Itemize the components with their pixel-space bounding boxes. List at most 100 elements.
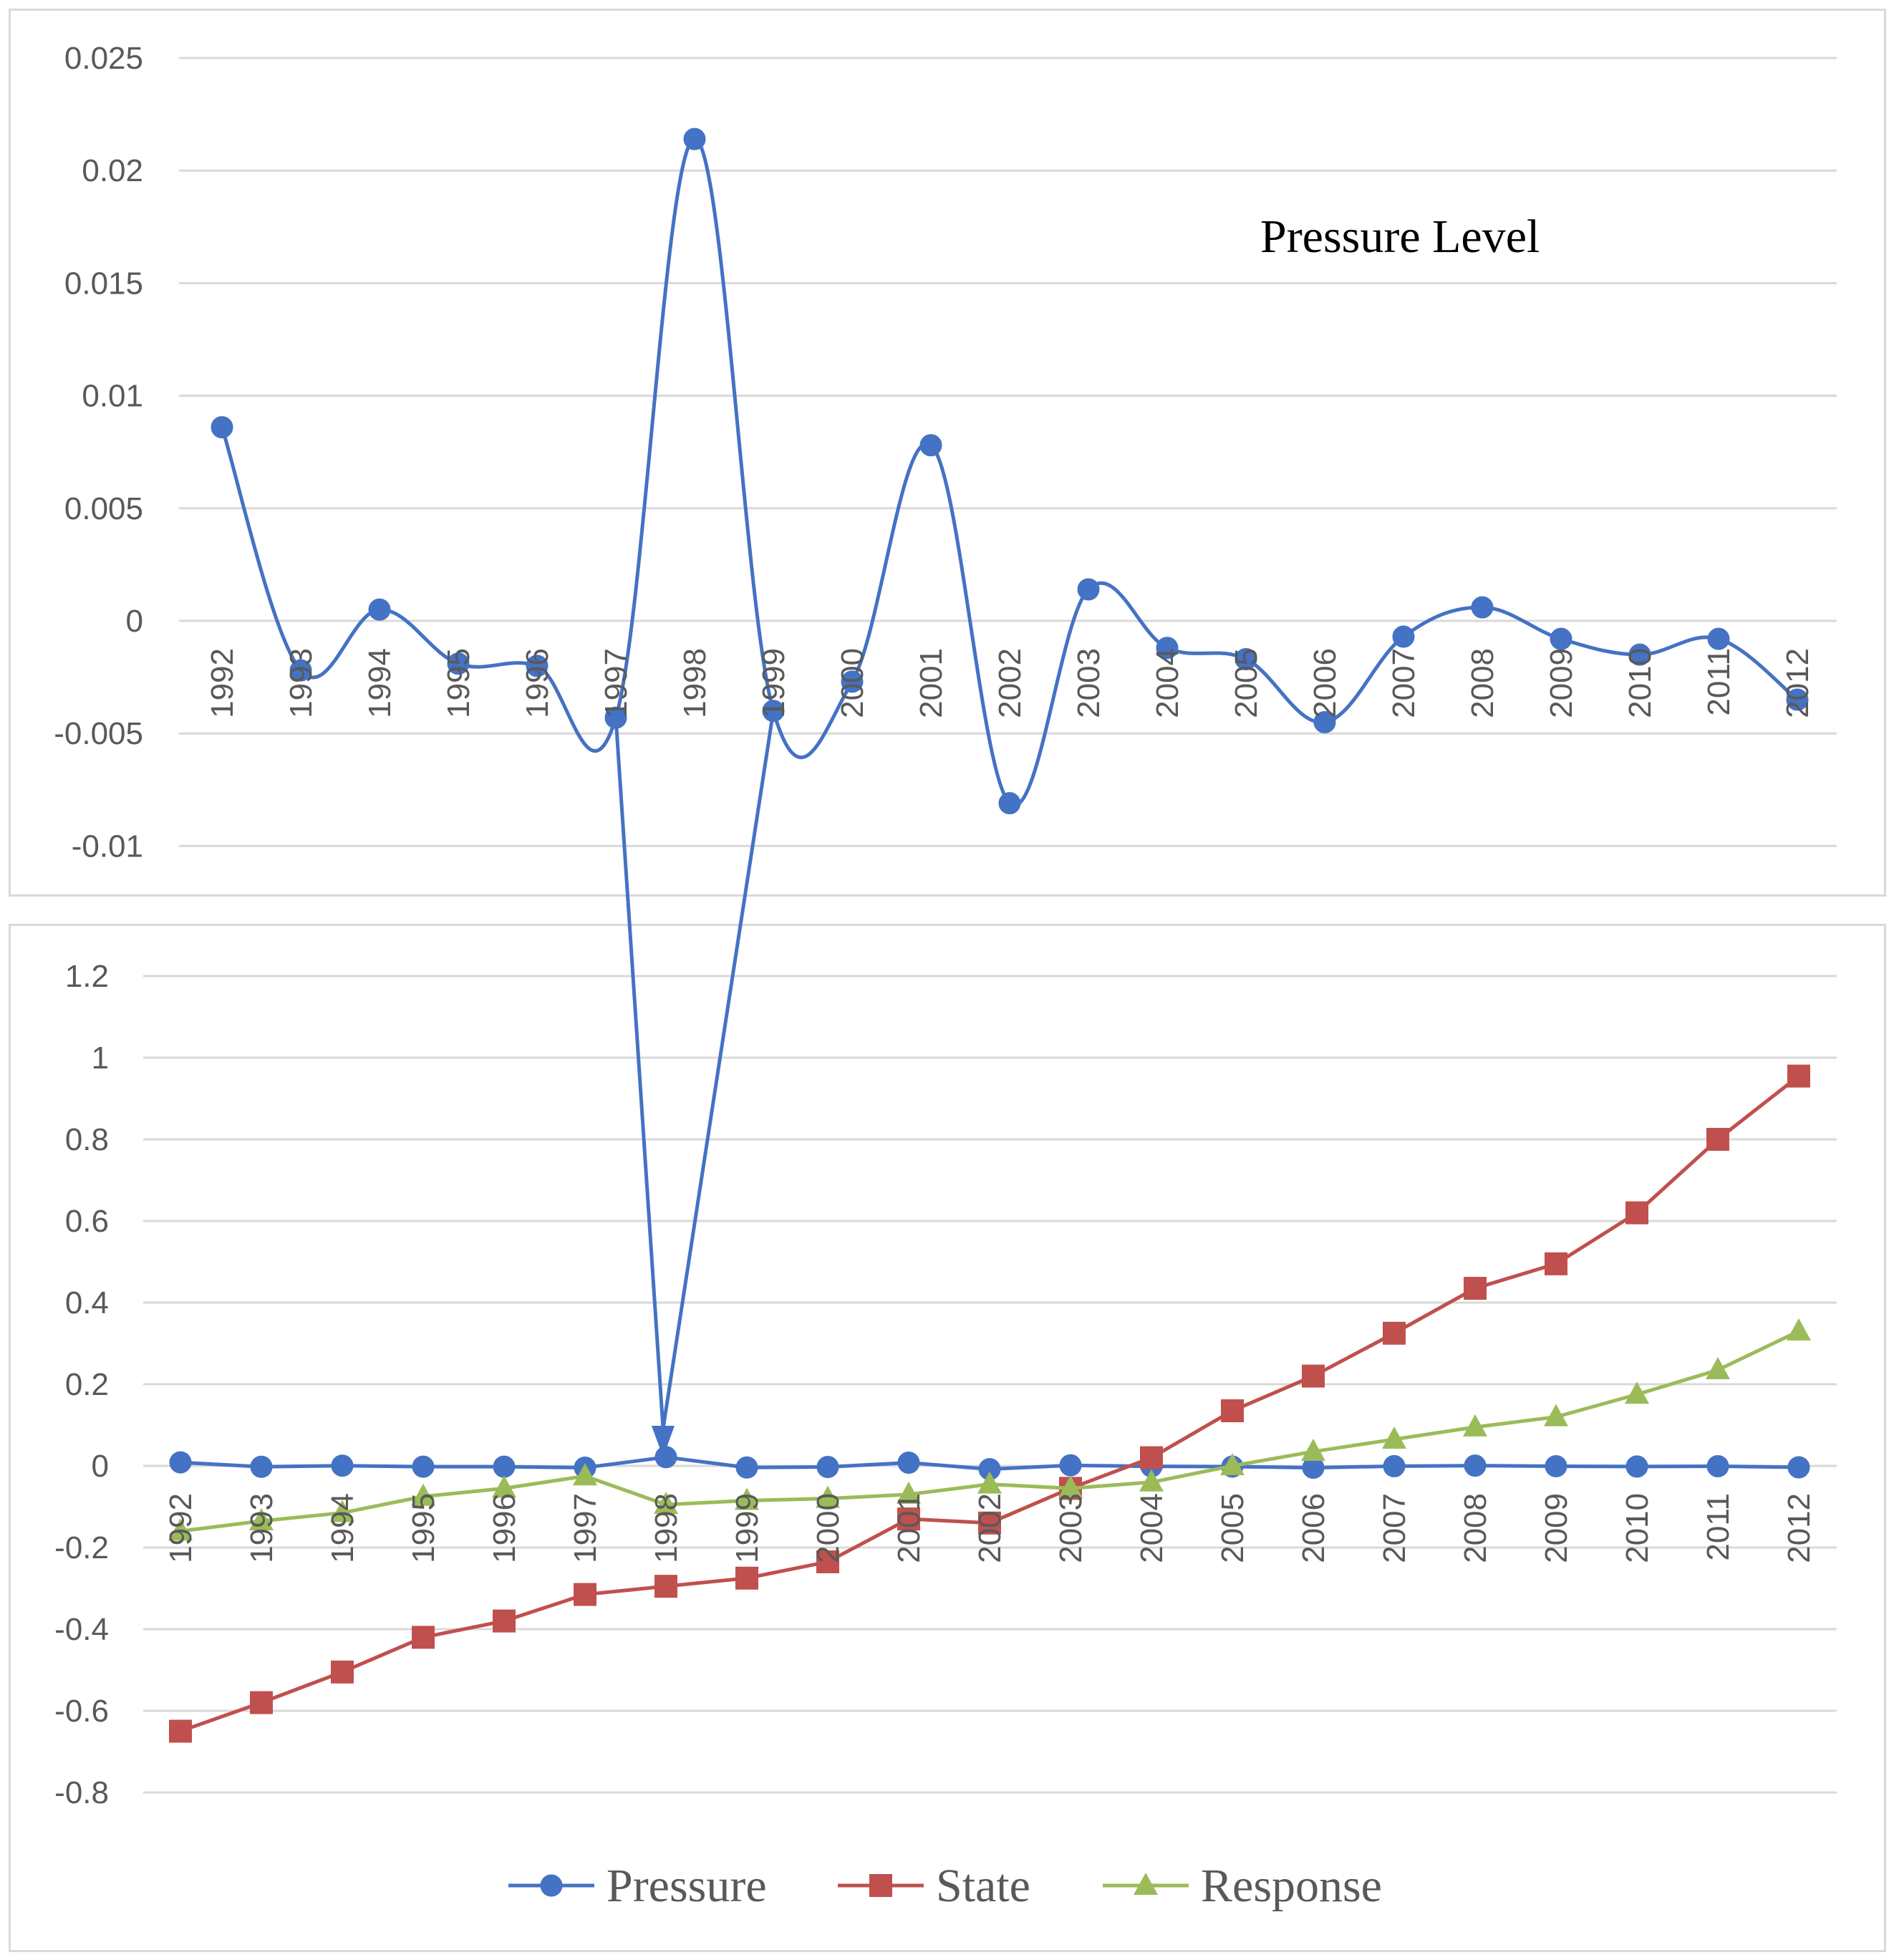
- bottom-response-point: [1139, 1469, 1164, 1492]
- top-y-tick-label: 0.015: [64, 266, 143, 301]
- top-x-tick-label: 2005: [1229, 648, 1264, 718]
- bottom-response-point: [1382, 1426, 1406, 1449]
- top-chart-x-axis: 1992 1993 1994 1995 1996 1997 1998 1999 2000 2001…: [205, 648, 1815, 718]
- top-pressure-point: [998, 792, 1021, 815]
- top-x-tick-label: 1993: [284, 648, 319, 718]
- top-pressure-point: [1628, 643, 1651, 666]
- top-pressure-point: [1707, 627, 1730, 650]
- top-x-tick-label: 2011: [1701, 648, 1736, 716]
- connector-arrowhead: [652, 1426, 675, 1457]
- bottom-y-tick-label: -0.8: [54, 1775, 109, 1810]
- top-x-tick-label: 1992: [205, 648, 240, 718]
- top-x-tick-label: 2002: [992, 648, 1028, 718]
- bottom-pressure-point: [1383, 1454, 1406, 1477]
- bottom-x-tick-label: 1992: [163, 1493, 198, 1563]
- bottom-response-point: [411, 1483, 435, 1506]
- bottom-response-point: [492, 1475, 516, 1498]
- top-pressure-point: [1550, 627, 1572, 650]
- top-x-tick-label: 2012: [1780, 648, 1815, 718]
- top-pressure-point: [1235, 647, 1257, 670]
- top-pressure-line: [220, 137, 1799, 808]
- bottom-pressure-point: [1059, 1454, 1082, 1477]
- bottom-y-tick-label: -0.4: [54, 1612, 109, 1647]
- top-chart-gridlines: [179, 57, 1837, 847]
- top-y-tick-label: 0.025: [64, 41, 143, 76]
- bottom-response-point: [977, 1471, 1002, 1494]
- top-x-tick-label: 1995: [441, 648, 476, 718]
- bottom-y-tick-label: 0.8: [65, 1122, 109, 1157]
- bottom-x-tick-label: 2012: [1782, 1493, 1817, 1563]
- top-x-tick-label: 1999: [756, 648, 791, 718]
- bottom-x-tick-label: 1993: [244, 1493, 279, 1563]
- bottom-state-point: [978, 1511, 1001, 1535]
- bottom-response-point: [249, 1507, 274, 1530]
- bottom-pressure-point: [654, 1446, 677, 1469]
- bottom-response-point: [1463, 1414, 1487, 1437]
- bottom-y-tick-label: 1.2: [65, 959, 109, 994]
- bottom-response-point: [1706, 1357, 1730, 1380]
- bottom-pressure-point: [331, 1454, 354, 1477]
- top-y-tick-label: -0.005: [54, 716, 143, 751]
- legend-item-state: State: [838, 1860, 1030, 1912]
- top-x-tick-label: 2000: [835, 648, 870, 718]
- bottom-state-point: [1625, 1201, 1648, 1225]
- bottom-y-tick-label: 0: [92, 1449, 109, 1484]
- psr-chart-panel: [9, 924, 1886, 1952]
- bottom-x-tick-label: 1999: [730, 1493, 765, 1563]
- bottom-state-point: [1464, 1277, 1487, 1300]
- bottom-x-tick-label: 1995: [406, 1493, 441, 1563]
- top-pressure-point: [683, 127, 706, 150]
- bottom-state-point: [1140, 1446, 1163, 1469]
- bottom-state-point: [412, 1626, 435, 1649]
- bottom-pressure-point: [816, 1456, 839, 1479]
- bottom-x-tick-label: 2002: [972, 1493, 1008, 1563]
- bottom-state-point: [1383, 1321, 1406, 1345]
- top-pressure-point: [289, 659, 312, 682]
- top-pressure-point: [1786, 688, 1809, 711]
- bottom-pressure-point: [1787, 1456, 1810, 1479]
- bottom-state-point: [1787, 1064, 1810, 1088]
- bottom-state-point: [169, 1719, 192, 1743]
- top-y-tick-label: 0: [126, 604, 143, 639]
- bottom-state-point: [1545, 1252, 1567, 1275]
- legend-state-marker: [869, 1874, 892, 1897]
- top-y-tick-label: 0.005: [64, 491, 143, 526]
- pressure-level-annotation: Pressure Level: [1260, 211, 1540, 263]
- bottom-state-point: [735, 1566, 758, 1590]
- bottom-pressure-point: [1545, 1454, 1567, 1477]
- bottom-response-point: [1625, 1381, 1649, 1404]
- top-pressure-point: [1392, 625, 1415, 648]
- bottom-x-tick-label: 2004: [1134, 1493, 1169, 1563]
- top-y-tick-label: 0.02: [82, 153, 143, 188]
- top-pressure-point: [919, 434, 942, 457]
- bottom-response-point: [1058, 1475, 1083, 1498]
- top-pressure-point: [841, 670, 864, 693]
- bottom-response-point: [654, 1492, 678, 1515]
- bottom-x-tick-label: 2000: [811, 1493, 846, 1563]
- bottom-response-point: [897, 1481, 921, 1504]
- legend-item-pressure: Pressure: [508, 1860, 767, 1912]
- bottom-x-tick-label: 2009: [1539, 1493, 1574, 1563]
- bottom-x-tick-label: 2005: [1215, 1493, 1250, 1563]
- bottom-y-tick-label: 0.4: [65, 1285, 109, 1321]
- bottom-chart-series: [168, 1064, 1811, 1743]
- bottom-response-point: [168, 1518, 193, 1541]
- top-chart-y-axis: 0.025 0.02 0.015 0.01 0.005 0 -0.005 -0.01: [54, 41, 143, 864]
- legend-response-marker: [1134, 1873, 1158, 1895]
- top-pressure-point: [1471, 596, 1494, 619]
- legend-state-label: State: [936, 1860, 1030, 1912]
- legend-item-response: Response: [1103, 1860, 1382, 1912]
- chart-legend: Pressure State Response: [508, 1860, 1382, 1912]
- top-x-tick-label: 2006: [1308, 648, 1343, 718]
- bottom-y-tick-label: 0.2: [65, 1367, 109, 1402]
- bottom-y-tick-label: -0.2: [54, 1530, 109, 1565]
- bottom-state-point: [1302, 1364, 1325, 1388]
- bottom-response-point: [1787, 1318, 1811, 1341]
- top-x-tick-label: 2009: [1544, 648, 1579, 718]
- top-x-tick-label: 1996: [520, 648, 555, 718]
- bottom-state-point: [816, 1550, 839, 1573]
- bottom-pressure-point: [169, 1451, 192, 1474]
- bottom-response-point: [1220, 1453, 1245, 1475]
- bottom-state-point: [331, 1660, 354, 1684]
